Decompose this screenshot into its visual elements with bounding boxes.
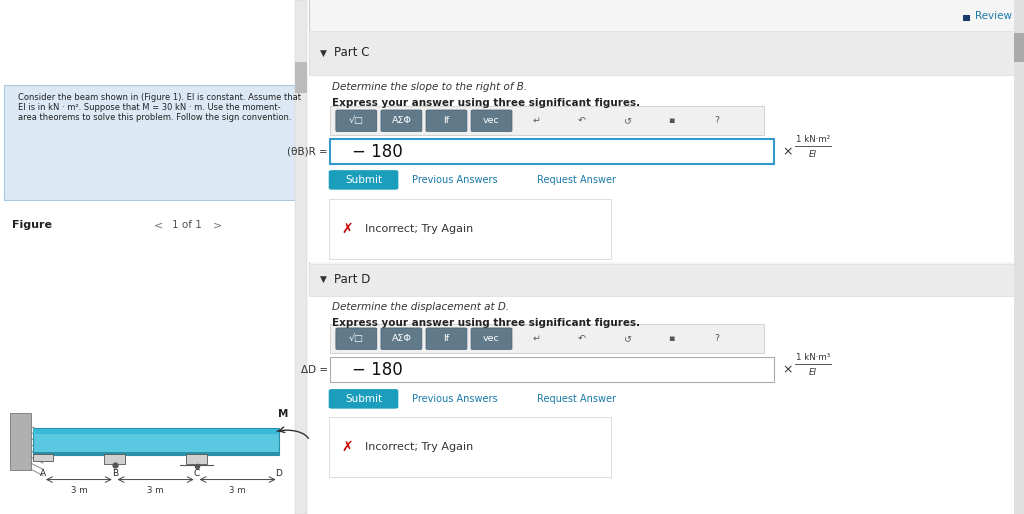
Text: 1 of 1: 1 of 1 [172, 220, 202, 230]
Text: vec: vec [483, 116, 500, 125]
FancyBboxPatch shape [330, 324, 764, 353]
Text: 3 m: 3 m [147, 486, 164, 495]
Bar [295, 0, 307, 514]
Bar [309, 264, 1014, 296]
Text: ×: × [782, 363, 793, 376]
Bar [1014, 33, 1024, 62]
Bar [33, 429, 279, 434]
Text: ▼: ▼ [319, 275, 327, 284]
Text: ↺: ↺ [623, 334, 631, 343]
Text: If: If [443, 334, 450, 343]
Bar [309, 296, 1014, 514]
Text: C: C [194, 469, 200, 479]
FancyBboxPatch shape [381, 110, 422, 132]
FancyBboxPatch shape [329, 417, 611, 477]
Text: ↺: ↺ [623, 116, 631, 125]
Text: 3 m: 3 m [229, 486, 246, 495]
Text: ▪: ▪ [669, 334, 675, 343]
Text: Request Answer: Request Answer [537, 175, 615, 185]
FancyBboxPatch shape [426, 328, 467, 350]
Bar [0, 0, 309, 514]
Text: M: M [279, 409, 289, 419]
Text: Express your answer using three significant figures.: Express your answer using three signific… [332, 318, 640, 327]
FancyBboxPatch shape [329, 199, 611, 259]
Bar [33, 428, 279, 455]
Text: Incorrect; Try Again: Incorrect; Try Again [365, 224, 473, 234]
Text: >: > [213, 220, 222, 230]
Bar [309, 0, 1024, 514]
Text: ×: × [782, 145, 793, 158]
Bar [1014, 0, 1024, 514]
Text: Previous Answers: Previous Answers [412, 394, 498, 404]
Bar [309, 75, 1014, 262]
Text: D: D [275, 469, 282, 479]
FancyBboxPatch shape [426, 110, 467, 132]
FancyBboxPatch shape [336, 110, 377, 132]
Text: ↶: ↶ [578, 116, 586, 125]
Text: 1 kN·m³: 1 kN·m³ [796, 353, 830, 362]
Text: − 180: − 180 [352, 142, 403, 161]
FancyBboxPatch shape [330, 139, 774, 164]
Text: Express your answer using three significant figures.: Express your answer using three signific… [332, 98, 640, 107]
Text: Determine the slope to the right of B.: Determine the slope to the right of B. [332, 82, 527, 92]
Text: EI: EI [809, 368, 817, 377]
Text: Request Answer: Request Answer [537, 394, 615, 404]
Text: ?: ? [714, 116, 720, 125]
Text: Consider the beam shown in (Figure 1). EI is constant. Assume that
EI is in kN ·: Consider the beam shown in (Figure 1). E… [18, 93, 301, 122]
Text: Figure: Figure [12, 220, 52, 230]
Bar [33, 454, 53, 461]
Bar [963, 15, 970, 21]
FancyBboxPatch shape [471, 110, 512, 132]
Text: ✗: ✗ [341, 222, 353, 236]
Text: Part D: Part D [334, 273, 371, 286]
Text: ΑΣΦ: ΑΣΦ [391, 334, 412, 343]
Text: Submit: Submit [345, 175, 382, 185]
Text: ↶: ↶ [578, 334, 586, 343]
Text: <: < [154, 220, 163, 230]
Text: Part C: Part C [334, 46, 370, 60]
Text: ▪: ▪ [669, 116, 675, 125]
Text: ΑΣΦ: ΑΣΦ [391, 116, 412, 125]
Bar [309, 31, 1014, 75]
Bar [10, 413, 31, 470]
FancyBboxPatch shape [471, 328, 512, 350]
FancyBboxPatch shape [330, 357, 774, 382]
FancyBboxPatch shape [329, 389, 398, 409]
Text: √□: √□ [349, 116, 364, 125]
Text: √□: √□ [349, 334, 364, 343]
Text: 3 m: 3 m [71, 486, 87, 495]
Bar [295, 62, 307, 93]
Text: ▼: ▼ [319, 48, 327, 58]
Bar [104, 454, 125, 464]
Text: Determine the displacement at D.: Determine the displacement at D. [332, 302, 509, 312]
Bar [186, 454, 207, 464]
Text: B: B [112, 469, 118, 479]
Text: ✗: ✗ [341, 440, 353, 454]
FancyBboxPatch shape [4, 85, 304, 200]
Text: (θB)R =: (θB)R = [287, 146, 328, 157]
Text: ↵: ↵ [532, 116, 541, 125]
Text: Incorrect; Try Again: Incorrect; Try Again [365, 442, 473, 452]
Text: ↵: ↵ [532, 334, 541, 343]
Text: vec: vec [483, 334, 500, 343]
FancyBboxPatch shape [329, 170, 398, 190]
FancyBboxPatch shape [381, 328, 422, 350]
Text: 1 kN·m²: 1 kN·m² [796, 135, 830, 144]
Text: ?: ? [714, 334, 720, 343]
Text: Review: Review [975, 11, 1012, 22]
FancyBboxPatch shape [336, 328, 377, 350]
Text: EI: EI [809, 150, 817, 159]
Text: Submit: Submit [345, 394, 382, 404]
FancyBboxPatch shape [330, 106, 764, 135]
Text: A: A [40, 469, 46, 479]
Text: If: If [443, 116, 450, 125]
Text: ΔD =: ΔD = [301, 364, 328, 375]
Bar [33, 452, 279, 455]
Text: − 180: − 180 [352, 360, 403, 379]
Text: Previous Answers: Previous Answers [412, 175, 498, 185]
